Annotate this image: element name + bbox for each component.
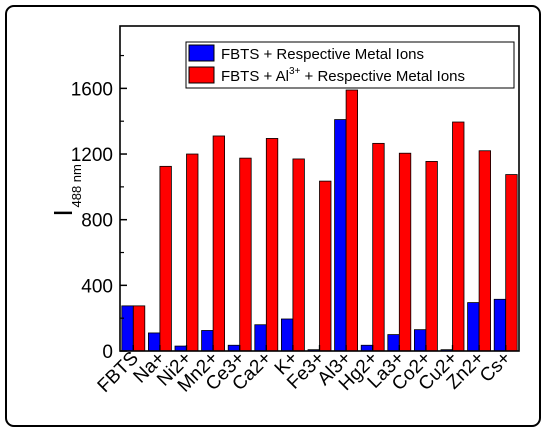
y-axis-label-main: I bbox=[48, 209, 78, 216]
bar-red-Fe3+ bbox=[319, 180, 332, 352]
legend: FBTS + Respective Metal Ions FBTS + Al3+… bbox=[185, 41, 515, 89]
bar-blue-Al3+ bbox=[334, 119, 347, 352]
bar-red-Cu2+ bbox=[452, 121, 465, 352]
legend-swatch-blue bbox=[188, 44, 215, 62]
y-tick-label-0: 0 bbox=[102, 342, 113, 363]
bar-red-Ce3+ bbox=[239, 157, 252, 352]
legend-label-series-2-part1: FBTS + Al bbox=[221, 68, 289, 85]
x-tick-label-Cs+: Cs+ bbox=[476, 348, 515, 387]
bar-red-Zn2+ bbox=[478, 150, 492, 352]
y-axis-label-subscript: 488 nm bbox=[69, 164, 84, 207]
bar-red-Mn2+ bbox=[212, 135, 226, 352]
bar-red-Co2+ bbox=[425, 161, 438, 352]
x-axis: FBTSNa+Ni2+Mn2+Ce3+Ca2+K+Fe3+Al3+Hg2+La3… bbox=[94, 345, 515, 397]
bar-red-Cs+ bbox=[505, 174, 518, 352]
bar-red-FBTS bbox=[132, 305, 146, 352]
legend-swatch-red bbox=[188, 66, 215, 84]
legend-box bbox=[185, 41, 515, 89]
legend-label-series-2-superscript: 3+ bbox=[289, 66, 301, 77]
y-axis-label: I 488 nm bbox=[48, 164, 84, 216]
bar-red-Al3+ bbox=[345, 89, 359, 352]
y-tick-label-400: 400 bbox=[81, 276, 113, 297]
bar-red-Ni2+ bbox=[186, 153, 199, 352]
bar-blue-Ca2+ bbox=[254, 324, 267, 352]
bar-red-K+ bbox=[292, 158, 305, 352]
bar-red-Hg2+ bbox=[372, 142, 385, 352]
bar-red-La3+ bbox=[398, 152, 412, 352]
bars-layer bbox=[121, 89, 518, 352]
legend-label-series-2-part2: + Respective Metal Ions bbox=[300, 68, 465, 85]
bar-blue-Cs+ bbox=[493, 298, 507, 352]
legend-label-series-2: FBTS + Al3+ + Respective Metal Ions bbox=[221, 66, 465, 85]
bar-red-Ca2+ bbox=[265, 138, 279, 352]
bar-red-Na+ bbox=[159, 165, 172, 352]
bar-blue-K+ bbox=[280, 318, 294, 352]
bar-blue-FBTS bbox=[121, 305, 134, 352]
y-tick-label-800: 800 bbox=[81, 211, 113, 232]
y-tick-label-1200: 1200 bbox=[71, 145, 113, 166]
y-axis: 0 400 800 1200 1600 bbox=[71, 54, 127, 363]
legend-label-series-1: FBTS + Respective Metal Ions bbox=[221, 46, 424, 63]
bar-blue-Zn2+ bbox=[467, 302, 480, 352]
y-tick-label-1600: 1600 bbox=[71, 79, 113, 100]
